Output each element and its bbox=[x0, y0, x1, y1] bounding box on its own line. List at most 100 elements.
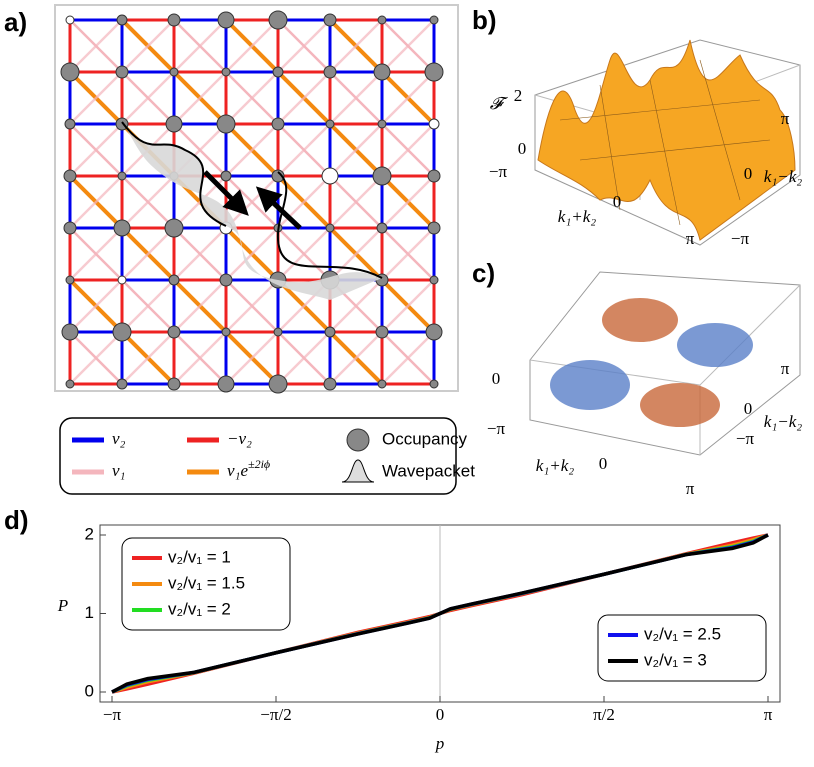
antidiagonal-bond bbox=[69, 19, 123, 73]
antidiagonal-bond bbox=[277, 227, 435, 385]
site bbox=[324, 326, 336, 338]
lattice bbox=[60, 10, 444, 394]
site bbox=[64, 118, 76, 130]
site bbox=[429, 379, 439, 389]
site bbox=[115, 65, 129, 79]
panel-b: 𝓕 2 0 −π 0 π k₁+k₂ −π 0 π k₁−k₂ bbox=[489, 39, 802, 248]
wavepacket-fill bbox=[122, 122, 382, 300]
site bbox=[112, 322, 132, 342]
site bbox=[116, 14, 128, 26]
antidiagonal-bond bbox=[69, 19, 331, 281]
site bbox=[220, 170, 232, 182]
site bbox=[117, 275, 127, 285]
vortex bbox=[677, 323, 753, 367]
legend-label: v₂/v₁ = 3 bbox=[644, 650, 707, 669]
site bbox=[116, 378, 128, 390]
site bbox=[272, 66, 284, 78]
y-axis-label: P bbox=[57, 596, 68, 615]
site bbox=[271, 169, 285, 183]
site bbox=[219, 273, 233, 287]
axis-label: −π bbox=[489, 162, 508, 181]
site bbox=[375, 325, 389, 339]
site bbox=[429, 275, 439, 285]
axis-label: π bbox=[686, 229, 695, 248]
site bbox=[325, 223, 335, 233]
wavepacket-curve bbox=[121, 121, 227, 227]
axis-label: 0 bbox=[613, 192, 622, 211]
mesh bbox=[559, 59, 771, 226]
antidiagonal-bond bbox=[381, 331, 435, 385]
axis-label: k₁+k₂ bbox=[536, 456, 574, 475]
legend-superscript: ±2iϕ bbox=[248, 457, 270, 471]
panel-c: 0 −π 0 π k₁+k₂ −π 0 π k₁−k₂ bbox=[487, 271, 802, 498]
site bbox=[323, 377, 337, 391]
site bbox=[268, 374, 288, 394]
site bbox=[325, 119, 335, 129]
series-line bbox=[111, 533, 769, 694]
legend-label: −v₂ bbox=[227, 429, 252, 448]
site bbox=[273, 327, 283, 337]
site bbox=[169, 67, 179, 77]
legend-label: v₂ bbox=[112, 429, 126, 448]
axis-label: 2 bbox=[514, 86, 523, 105]
axis-label: 0 bbox=[744, 164, 753, 183]
box bbox=[529, 271, 801, 456]
legend-label: Wavepacket bbox=[382, 461, 475, 480]
site bbox=[216, 114, 236, 134]
site bbox=[165, 115, 183, 133]
axis-label: 𝓕 bbox=[490, 94, 509, 113]
box bbox=[534, 39, 801, 246]
axis-label: k₁−k₂ bbox=[764, 167, 802, 186]
axis-label: π bbox=[686, 479, 695, 498]
site bbox=[65, 275, 75, 285]
site bbox=[428, 118, 440, 130]
site bbox=[65, 379, 75, 389]
panel-label: c) bbox=[472, 258, 495, 288]
y-tick-label: 1 bbox=[85, 603, 94, 622]
site bbox=[217, 11, 235, 29]
legend-label: v₂/v₁ = 1 bbox=[168, 547, 231, 566]
antidiagonal-bond bbox=[69, 19, 227, 177]
legend-swatch bbox=[341, 459, 375, 483]
arrow bbox=[203, 170, 249, 216]
legend-label: v₂/v₁ = 2 bbox=[168, 599, 231, 618]
x-tick-label: 0 bbox=[436, 705, 445, 724]
site bbox=[377, 379, 387, 389]
site bbox=[217, 375, 235, 393]
axis-label: π bbox=[781, 109, 790, 128]
site bbox=[377, 119, 387, 129]
vortex bbox=[602, 298, 678, 342]
site bbox=[427, 221, 441, 235]
axis-label: k₁+k₂ bbox=[558, 207, 596, 226]
site bbox=[221, 327, 231, 337]
x-axis-label: p bbox=[435, 734, 445, 753]
axis-label: −π bbox=[731, 229, 750, 248]
x-tick-label: −π/2 bbox=[260, 705, 291, 724]
legend-box bbox=[597, 614, 767, 682]
site bbox=[427, 169, 441, 183]
site bbox=[221, 67, 231, 77]
site bbox=[321, 167, 339, 185]
site bbox=[424, 62, 444, 82]
legend-label: v₂/v₁ = 1.5 bbox=[168, 573, 245, 592]
site bbox=[164, 218, 184, 238]
site bbox=[323, 13, 337, 27]
y-tick-label: 2 bbox=[85, 524, 94, 543]
legend-label: v₁ bbox=[112, 461, 125, 480]
y-tick-label: 0 bbox=[85, 681, 94, 700]
site bbox=[167, 377, 181, 391]
site bbox=[65, 15, 75, 25]
axis-label: π bbox=[781, 359, 790, 378]
axis-label: k₁−k₂ bbox=[764, 412, 802, 431]
legend-label: Occupancy bbox=[382, 429, 468, 448]
x-tick-label: π/2 bbox=[593, 705, 615, 724]
site bbox=[373, 63, 391, 81]
x-tick-label: −π bbox=[103, 705, 122, 724]
panel-label: a) bbox=[4, 7, 27, 37]
axis-label: −π bbox=[736, 429, 755, 448]
site bbox=[167, 325, 181, 339]
site bbox=[61, 323, 79, 341]
site bbox=[372, 166, 392, 186]
